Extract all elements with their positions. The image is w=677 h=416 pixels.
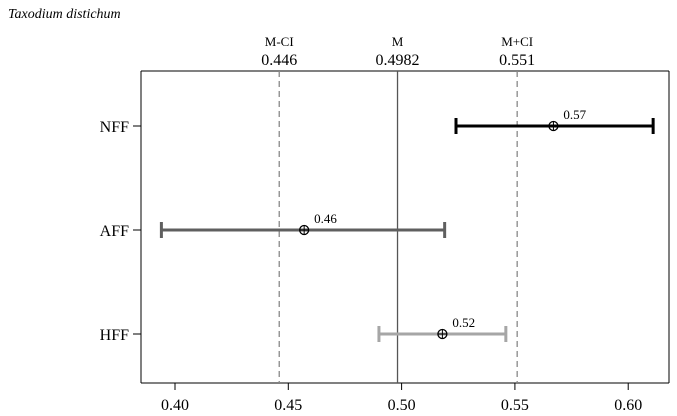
x-tick-label: 0.50 [388, 397, 416, 414]
y-tick-label: NFF [100, 119, 129, 136]
chart-title: Taxodium distichum [8, 7, 121, 22]
reference-line-label: M [392, 34, 404, 49]
y-tick-label: AFF [100, 223, 129, 240]
reference-line-label: M+CI [501, 34, 533, 49]
reference-line-label: M-CI [265, 34, 294, 49]
point-value-label: 0.57 [563, 107, 586, 122]
reference-line-value: 0.4982 [376, 52, 420, 69]
x-tick-label: 0.40 [161, 397, 189, 414]
x-tick-label: 0.45 [274, 397, 302, 414]
point-value-label: 0.52 [452, 315, 475, 330]
x-tick-label: 0.55 [501, 397, 529, 414]
reference-line-value: 0.551 [499, 52, 535, 69]
x-tick-label: 0.60 [614, 397, 642, 414]
point-value-label: 0.46 [314, 211, 337, 226]
reference-line-value: 0.446 [261, 52, 297, 69]
y-tick-label: HFF [100, 327, 129, 344]
